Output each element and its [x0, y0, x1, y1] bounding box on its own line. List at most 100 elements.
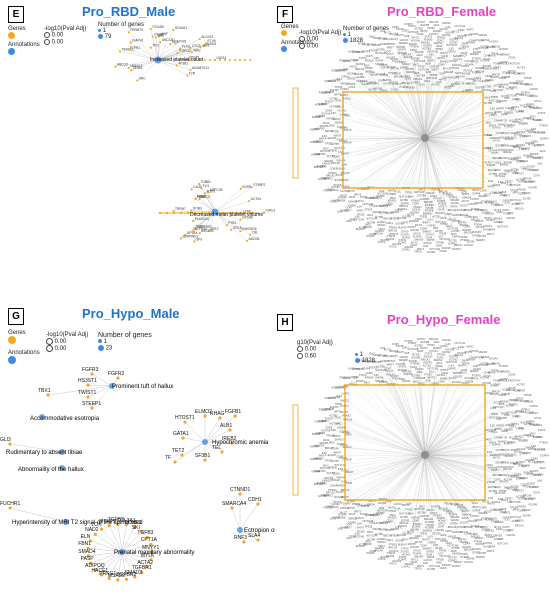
gene-label: MYC7 — [532, 168, 540, 172]
gene-label: NOTCH7 — [510, 62, 521, 66]
gene-label: ETV6 — [208, 39, 216, 43]
gene-node — [454, 384, 455, 385]
gene-node — [484, 400, 485, 401]
gene-node — [420, 499, 421, 500]
gene-label: GATA0 — [530, 404, 539, 408]
gene-node — [456, 499, 457, 500]
gene-label: MYC6 — [483, 374, 491, 378]
gene-label: ACTB7 — [517, 382, 526, 386]
gene-label: BRCA8 — [429, 337, 438, 341]
gene-node — [482, 384, 483, 385]
gene-node — [350, 499, 351, 500]
gene-label: KRAS0 — [442, 21, 451, 25]
gene-label: CDK0 — [330, 483, 337, 487]
gene-node — [365, 91, 366, 92]
gene-node — [482, 107, 483, 108]
gene-label: JAK6 — [341, 162, 348, 166]
gene-node — [342, 149, 343, 150]
gene-node — [414, 384, 415, 385]
gene-label: SOX90 — [409, 42, 418, 46]
gene-node — [342, 139, 343, 140]
gene-node — [438, 187, 439, 188]
gene-label: TP533 — [365, 208, 373, 212]
gene-node — [362, 91, 363, 92]
gene-label: CDK1 — [386, 538, 393, 542]
annotation-label: Hypochromic anemia — [212, 440, 268, 446]
gene-label: FOXP4 — [522, 134, 531, 138]
gene-node — [342, 155, 343, 156]
gene-label: SMAD1 — [440, 60, 449, 64]
gene-node — [382, 187, 383, 188]
gene-label: WNT5 — [357, 525, 365, 529]
gene-label: CD47 — [533, 491, 540, 495]
gene-label: GATA4 — [348, 49, 357, 53]
gene-label: RUNX0 — [398, 542, 407, 546]
annotation-node — [421, 134, 429, 142]
gene-label: RUNX5 — [336, 167, 345, 171]
gene-label: STAT2 — [538, 111, 546, 115]
gene-label: BRCA6 — [519, 159, 528, 163]
gene-node — [356, 384, 357, 385]
gene-node — [344, 415, 345, 416]
gene-label: BRCA1 — [515, 207, 524, 211]
panel-h: H Pro_Hypo_Female g10(Pval Adj) 0.00 0.6… — [275, 300, 550, 595]
gene-label: SMAD5 — [476, 555, 485, 559]
gene-label: GATA1 — [173, 431, 189, 437]
gene-label: ACTB0 — [427, 567, 436, 571]
gene-label: RHAG — [210, 411, 224, 417]
gene-node — [381, 384, 382, 385]
gene-label: P2RY12 — [179, 49, 191, 53]
gene-node — [361, 384, 362, 385]
gene-node — [342, 162, 343, 163]
gene-label: HOXA4 — [483, 541, 492, 545]
gene-label: SMAD6 — [348, 516, 357, 520]
gene-node — [482, 98, 483, 99]
gene-label: JAK1 — [515, 97, 522, 101]
gene-node — [448, 384, 449, 385]
gene-node — [379, 91, 380, 92]
gene-node — [420, 384, 421, 385]
edge — [339, 417, 425, 455]
gene-node — [407, 91, 408, 92]
gene-label: NOTCH8 — [408, 30, 419, 34]
gene-node — [344, 476, 345, 477]
gene-node — [484, 411, 485, 412]
gene-label: CPT1A — [141, 537, 157, 543]
gene-label: CBL — [252, 231, 258, 235]
gene-node — [342, 107, 343, 108]
gene-label: WNT2 — [467, 28, 475, 32]
gene-node — [342, 152, 343, 153]
edge — [88, 385, 112, 386]
gene-label: ALOX12 — [201, 35, 213, 39]
gene-node — [389, 384, 390, 385]
gene-node — [421, 91, 422, 92]
gene-label: RUNX8 — [334, 495, 343, 499]
gene-label: FOXP6 — [404, 22, 413, 26]
edge — [386, 445, 425, 455]
gene-node — [384, 499, 385, 500]
gene-node — [344, 446, 345, 447]
edge — [408, 138, 425, 192]
gene-label: SOX97 — [527, 164, 536, 168]
gene-label: SMAD7 — [312, 432, 321, 436]
gene-node — [351, 91, 352, 92]
gene-label: GATA2 — [402, 248, 411, 252]
gene-label: BRCA7 — [454, 560, 463, 564]
gene-node — [423, 499, 424, 500]
gene-label: TP537 — [388, 42, 396, 46]
gene-label: TP535 — [537, 460, 545, 464]
gene-node — [387, 187, 388, 188]
gene-label: MYC3 — [389, 561, 397, 565]
gene-label: JAK3 — [369, 35, 376, 39]
gene-label: SOX94 — [465, 63, 474, 67]
gene-node — [484, 423, 485, 424]
gene-label: FOXP6 — [530, 152, 539, 156]
gene-node — [344, 388, 345, 389]
gene-label: JAK1 — [515, 414, 522, 418]
gene-node — [344, 384, 345, 385]
gene-label: WNT4 — [487, 549, 495, 553]
edge — [425, 394, 499, 455]
gene-node — [344, 426, 345, 427]
gene-node — [482, 143, 483, 144]
gene-label: STAT2 — [340, 93, 348, 97]
